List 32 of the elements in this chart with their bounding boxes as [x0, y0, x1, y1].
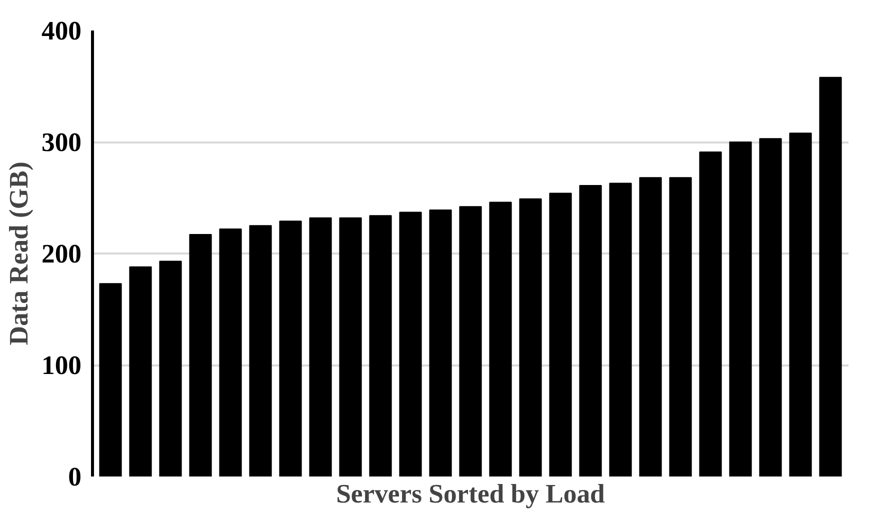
bar: [99, 283, 122, 476]
y-tick-label: 100: [42, 350, 82, 380]
y-tick-label: 300: [42, 127, 82, 157]
bar: [399, 212, 422, 476]
bar: [639, 177, 662, 476]
bar: [159, 260, 182, 476]
bar: [309, 217, 332, 476]
bar: [549, 192, 572, 476]
bar: [609, 182, 632, 476]
y-tick-label: 400: [42, 16, 82, 46]
bar: [459, 206, 482, 476]
bar: [129, 266, 152, 476]
bar: [699, 152, 722, 476]
bar: [579, 184, 602, 476]
bar: [279, 220, 302, 476]
bar: [789, 132, 812, 476]
y-tick-label: 0: [68, 462, 82, 492]
bar: [819, 76, 842, 476]
bar: [489, 202, 512, 476]
bar: [669, 177, 692, 476]
bar: [189, 234, 212, 476]
bar: [729, 142, 752, 476]
bar: [519, 198, 542, 476]
bar: [429, 210, 452, 476]
bar: [369, 215, 392, 476]
y-axis-title: Data Read (GB): [4, 162, 34, 346]
bar: [249, 225, 272, 476]
y-tick-label: 200: [42, 238, 82, 268]
bar: [339, 217, 362, 476]
bar: [759, 138, 782, 476]
x-axis-title: Servers Sorted by Load: [336, 478, 606, 508]
bar: [219, 228, 242, 476]
